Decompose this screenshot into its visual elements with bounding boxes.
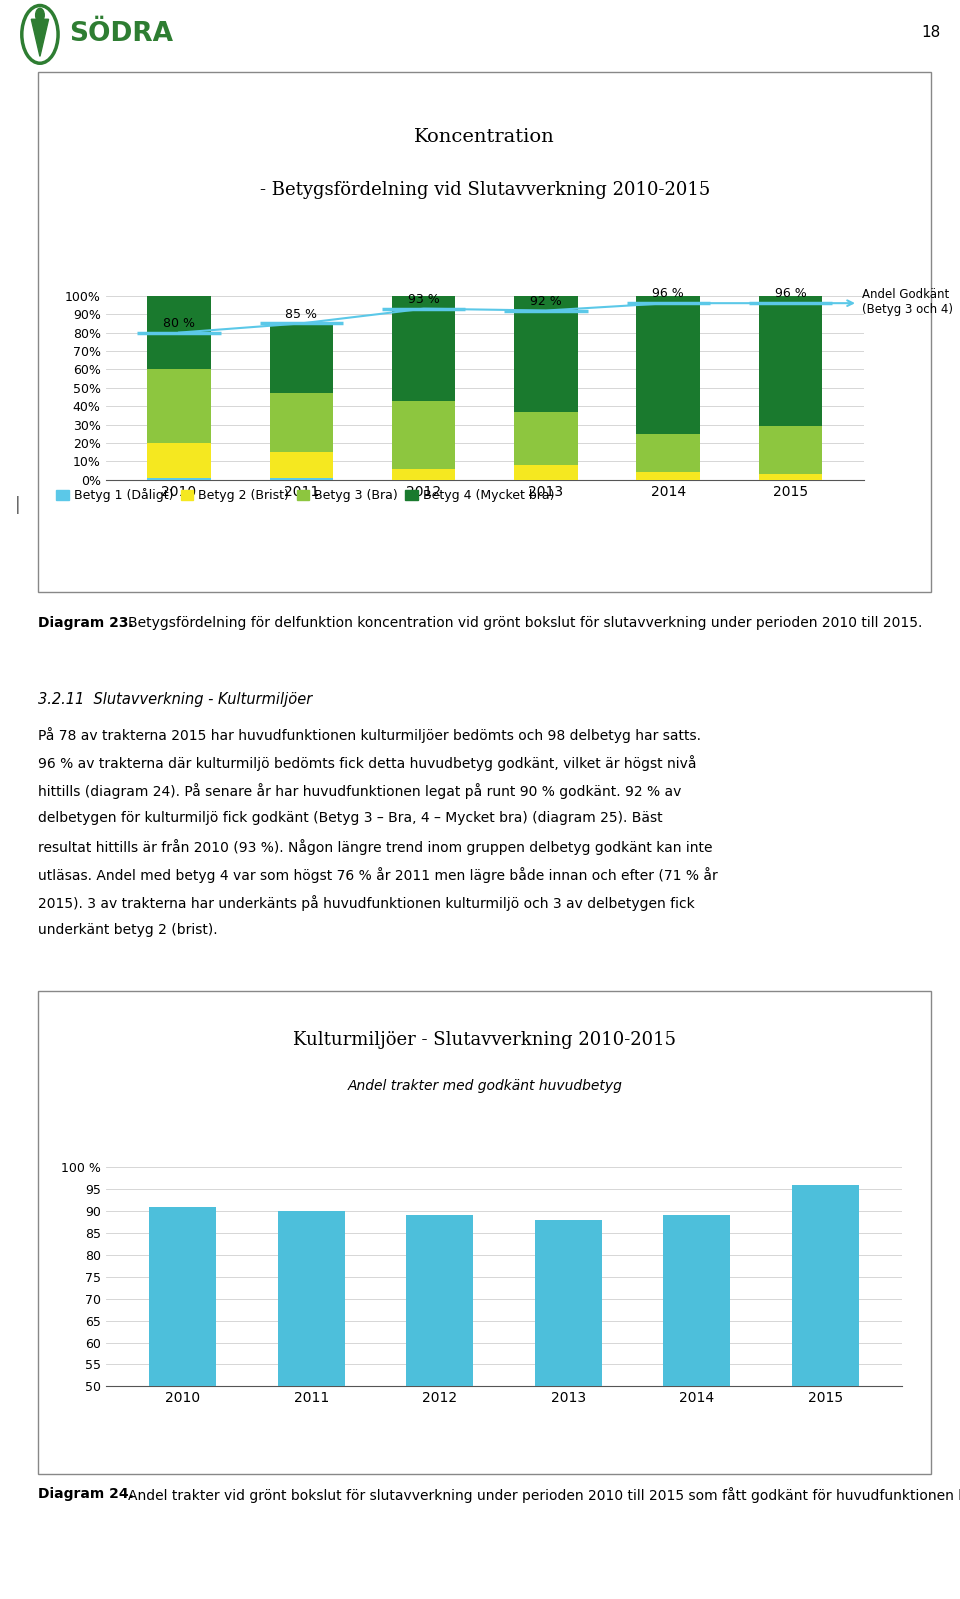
Bar [663,1215,731,1386]
Bar [406,1215,473,1386]
Bar [758,427,823,475]
Bar [392,401,455,469]
Text: Koncentration: Koncentration [415,128,555,146]
Bar [270,323,333,393]
Text: Diagram 24.: Diagram 24. [38,1487,134,1501]
Text: |: | [14,496,20,515]
Text: 80 %: 80 % [163,317,195,329]
Text: Kulturmiljöer - Slutavverkning 2010-2015: Kulturmiljöer - Slutavverkning 2010-2015 [294,1031,676,1049]
Bar [392,296,455,401]
Bar [270,478,333,480]
Text: underkänt betyg 2 (brist).: underkänt betyg 2 (brist). [38,924,218,937]
Text: 2015). 3 av trakterna har underkänts på huvudfunktionen kulturmiljö och 3 av del: 2015). 3 av trakterna har underkänts på … [38,895,695,911]
Bar [758,296,823,427]
Bar [147,478,211,480]
Text: 18: 18 [922,26,941,40]
Text: Andel Godkänt
(Betyg 3 och 4): Andel Godkänt (Betyg 3 och 4) [861,288,952,317]
Text: 96 %: 96 % [653,288,684,301]
Bar [515,411,578,465]
Text: 96 %: 96 % [775,288,806,301]
Bar [792,1185,858,1386]
Text: SÖDRA: SÖDRA [69,21,173,48]
Bar [270,453,333,478]
Bar [758,475,823,480]
Bar [147,443,211,478]
Text: Andel trakter med godkänt huvudbetyg: Andel trakter med godkänt huvudbetyg [348,1079,622,1094]
Text: 3.2.11  Slutavverkning - Kulturmiljöer: 3.2.11 Slutavverkning - Kulturmiljöer [38,692,313,707]
Polygon shape [32,19,49,56]
Text: Betygsfördelning för delfunktion koncentration vid grönt bokslut för slutavverkn: Betygsfördelning för delfunktion koncent… [128,616,922,630]
Text: Diagram 23.: Diagram 23. [38,616,134,630]
Text: utläsas. Andel med betyg 4 var som högst 76 % år 2011 men lägre både innan och e: utläsas. Andel med betyg 4 var som högst… [38,867,718,883]
Bar [636,433,700,472]
Bar [147,369,211,443]
Text: På 78 av trakterna 2015 har huvudfunktionen kulturmiljöer bedömts och 98 delbety: På 78 av trakterna 2015 har huvudfunktio… [38,728,702,744]
Text: 93 %: 93 % [408,293,440,305]
Text: 85 %: 85 % [285,307,318,321]
Text: - Betygsfördelning vid Slutavverkning 2010-2015: - Betygsfördelning vid Slutavverkning 20… [259,181,710,198]
Bar [277,1210,345,1386]
Bar [515,296,578,411]
Bar [147,296,211,369]
Text: 92 %: 92 % [530,294,562,307]
Legend: Betyg 1 (Dåligt), Betyg 2 (Brist), Betyg 3 (Bra), Betyg 4 (Mycket bra): Betyg 1 (Dåligt), Betyg 2 (Brist), Betyg… [51,483,560,507]
Bar [150,1207,216,1386]
Text: hittills (diagram 24). På senare år har huvudfunktionen legat på runt 90 % godkä: hittills (diagram 24). På senare år har … [38,784,682,800]
Text: 96 % av trakterna där kulturmiljö bedömts fick detta huvudbetyg godkänt, vilket : 96 % av trakterna där kulturmiljö bedömt… [38,756,697,771]
Bar [392,469,455,480]
Text: delbetygen för kulturmiljö fick godkänt (Betyg 3 – Bra, 4 – Mycket bra) (diagram: delbetygen för kulturmiljö fick godkänt … [38,812,663,825]
Bar [270,393,333,453]
Circle shape [36,8,44,22]
Bar [535,1220,602,1386]
Bar [636,296,700,433]
Text: Andel trakter vid grönt bokslut för slutavverkning under perioden 2010 till 2015: Andel trakter vid grönt bokslut för slut… [128,1487,960,1503]
Bar [515,465,578,480]
Bar [636,472,700,480]
Text: resultat hittills är från 2010 (93 %). Någon längre trend inom gruppen delbetyg : resultat hittills är från 2010 (93 %). N… [38,839,713,855]
